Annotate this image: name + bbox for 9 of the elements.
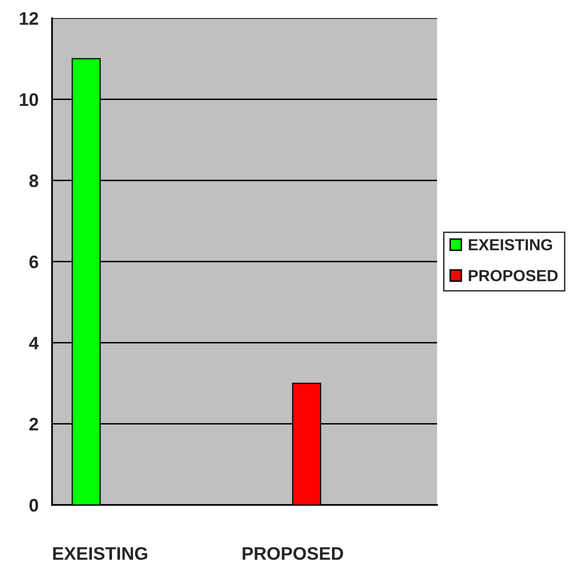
y-tick-label: 10 [20, 93, 38, 106]
legend-label: PROPOSED [468, 270, 558, 282]
y-tick-label: 6 [29, 256, 38, 268]
y-tick-label: 12 [20, 12, 38, 25]
y-tick-label: 8 [29, 174, 38, 188]
y-tick-label: 2 [29, 418, 38, 430]
legend-label: EXEISTING [468, 239, 552, 250]
y-tick-label: 0 [29, 498, 38, 512]
y-tick-label: 4 [29, 336, 39, 350]
